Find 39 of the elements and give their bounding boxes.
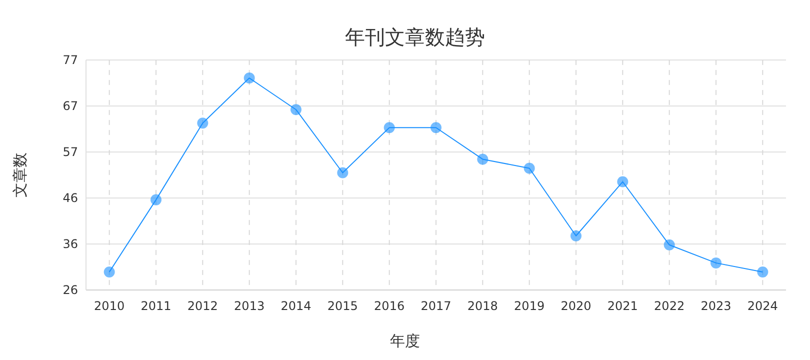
x-tick-label: 2017 bbox=[420, 299, 452, 313]
x-axis-title: 年度 bbox=[390, 332, 420, 350]
x-tick-label: 2019 bbox=[514, 299, 545, 313]
chart-title: 年刊文章数趋势 bbox=[345, 25, 485, 49]
point bbox=[150, 194, 162, 206]
y-tick-label: 26 bbox=[62, 283, 78, 297]
point bbox=[617, 176, 628, 188]
x-tick-label: 2011 bbox=[140, 299, 172, 313]
point bbox=[384, 122, 395, 134]
x-tick-label: 2013 bbox=[234, 299, 265, 313]
x-tick-label: 2016 bbox=[374, 299, 405, 313]
point bbox=[757, 266, 768, 278]
x-tick-label: 2010 bbox=[94, 299, 125, 313]
x-tick-label: 2020 bbox=[560, 299, 592, 313]
point bbox=[244, 72, 255, 84]
point bbox=[477, 154, 488, 165]
point bbox=[524, 162, 535, 174]
x-tick-label: 2024 bbox=[747, 299, 778, 313]
point bbox=[570, 230, 582, 242]
point bbox=[430, 122, 442, 134]
y-tick-label: 67 bbox=[62, 99, 78, 113]
x-tick-label: 2014 bbox=[280, 299, 312, 313]
y-tick-label: 36 bbox=[62, 237, 78, 251]
point bbox=[104, 266, 115, 278]
y-axis-title: 文章数 bbox=[11, 152, 29, 198]
y-tick-label: 57 bbox=[62, 145, 78, 159]
point bbox=[664, 239, 675, 250]
point bbox=[337, 167, 348, 178]
y-tick-label: 46 bbox=[62, 191, 78, 205]
x-tick-label: 2015 bbox=[327, 299, 358, 313]
x-tick-label: 2022 bbox=[654, 299, 685, 313]
point bbox=[197, 118, 208, 129]
y-tick-label: 77 bbox=[62, 53, 78, 67]
x-tick-label: 2021 bbox=[607, 299, 638, 313]
x-tick-label: 2023 bbox=[700, 299, 732, 313]
point bbox=[290, 104, 302, 116]
point bbox=[710, 257, 722, 268]
x-tick-label: 2018 bbox=[467, 299, 498, 313]
x-tick-label: 2012 bbox=[187, 299, 218, 313]
